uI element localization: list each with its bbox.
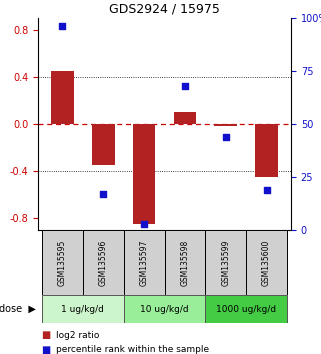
Bar — [124, 230, 164, 295]
Text: GSM135599: GSM135599 — [221, 239, 230, 286]
Point — [60, 24, 65, 29]
Text: ■: ■ — [41, 344, 50, 354]
Point — [182, 83, 187, 88]
Text: GSM135596: GSM135596 — [99, 239, 108, 286]
Bar — [246, 230, 287, 295]
Bar — [133, 124, 155, 224]
Bar — [174, 112, 196, 124]
Point — [142, 221, 147, 227]
Text: ■: ■ — [41, 330, 50, 341]
Point — [223, 134, 228, 139]
Text: GSM135595: GSM135595 — [58, 239, 67, 286]
Bar — [83, 230, 124, 295]
Text: 10 ug/kg/d: 10 ug/kg/d — [140, 304, 189, 314]
Text: 1000 ug/kg/d: 1000 ug/kg/d — [216, 304, 276, 314]
Bar — [255, 124, 278, 177]
Point — [101, 191, 106, 197]
Bar — [205, 295, 287, 323]
Bar — [164, 230, 205, 295]
Bar — [92, 124, 115, 165]
Text: 1 ug/kg/d: 1 ug/kg/d — [61, 304, 104, 314]
Text: percentile rank within the sample: percentile rank within the sample — [56, 345, 209, 354]
Bar — [51, 71, 74, 124]
Point — [264, 187, 269, 193]
Title: GDS2924 / 15975: GDS2924 / 15975 — [109, 2, 220, 16]
Bar — [214, 124, 237, 126]
Bar — [205, 230, 246, 295]
Text: GSM135597: GSM135597 — [140, 239, 149, 286]
Text: GSM135598: GSM135598 — [180, 239, 189, 286]
Bar — [42, 295, 124, 323]
Text: log2 ratio: log2 ratio — [56, 331, 99, 340]
Bar — [124, 295, 205, 323]
Bar — [42, 230, 83, 295]
Text: GSM135600: GSM135600 — [262, 239, 271, 286]
Text: dose  ▶: dose ▶ — [0, 304, 36, 314]
